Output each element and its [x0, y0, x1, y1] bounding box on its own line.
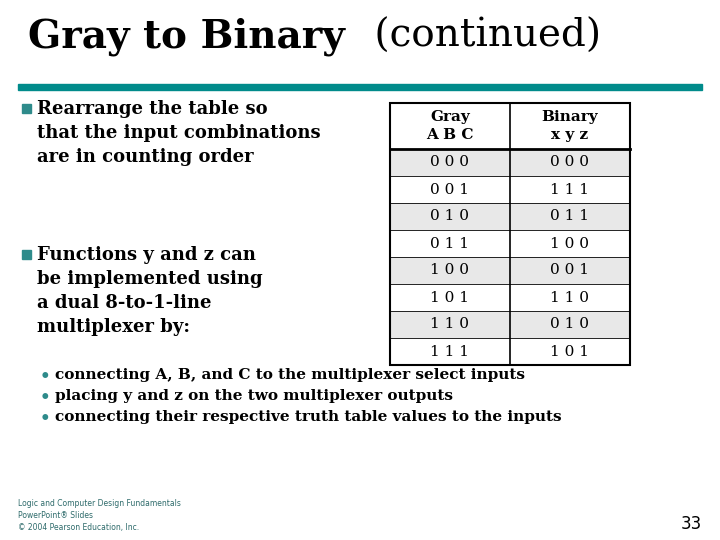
Bar — [390, 230, 630, 257]
Text: 1 1 0: 1 1 0 — [551, 291, 590, 305]
Text: 0 0 1: 0 0 1 — [551, 264, 590, 278]
Bar — [390, 176, 630, 203]
Bar — [390, 103, 630, 365]
Text: 0 1 1: 0 1 1 — [431, 237, 469, 251]
Text: multiplexer by:: multiplexer by: — [37, 318, 190, 336]
Text: (continued): (continued) — [362, 18, 601, 55]
Text: Functions y and z can: Functions y and z can — [37, 246, 256, 264]
Bar — [390, 284, 630, 311]
Text: a dual 8-to-1-line: a dual 8-to-1-line — [37, 294, 212, 312]
Text: 1 1 0: 1 1 0 — [431, 318, 469, 332]
Text: 0 0 0: 0 0 0 — [551, 156, 590, 170]
Text: Gray to Binary: Gray to Binary — [28, 18, 345, 57]
Text: be implemented using: be implemented using — [37, 270, 263, 288]
Bar — [390, 257, 630, 284]
Text: Gray
A B C: Gray A B C — [426, 110, 474, 141]
Text: placing y and z on the two multiplexer outputs: placing y and z on the two multiplexer o… — [55, 389, 453, 403]
Text: Rearrange the table so: Rearrange the table so — [37, 100, 268, 118]
Text: 0 1 0: 0 1 0 — [431, 210, 469, 224]
Text: Logic and Computer Design Fundamentals
PowerPoint® Slides
© 2004 Pearson Educati: Logic and Computer Design Fundamentals P… — [18, 500, 181, 532]
Bar — [390, 149, 630, 176]
Bar — [390, 103, 630, 149]
Text: 0 1 1: 0 1 1 — [551, 210, 590, 224]
Bar — [18, 84, 702, 90]
Text: that the input combinations: that the input combinations — [37, 124, 320, 142]
Text: 1 0 1: 1 0 1 — [551, 345, 590, 359]
Bar — [390, 338, 630, 365]
Text: •: • — [40, 410, 50, 428]
Bar — [22, 250, 31, 259]
Text: 1 0 0: 1 0 0 — [551, 237, 590, 251]
Text: connecting their respective truth table values to the inputs: connecting their respective truth table … — [55, 410, 562, 424]
Bar — [390, 311, 630, 338]
Text: •: • — [40, 389, 50, 407]
Text: 1 0 1: 1 0 1 — [431, 291, 469, 305]
Text: connecting A, B, and C to the multiplexer select inputs: connecting A, B, and C to the multiplexe… — [55, 368, 525, 382]
Text: 33: 33 — [680, 515, 702, 533]
Bar — [22, 104, 31, 113]
Bar — [390, 203, 630, 230]
Text: 1 1 1: 1 1 1 — [551, 183, 590, 197]
Text: 0 1 0: 0 1 0 — [551, 318, 590, 332]
Text: Binary
x y z: Binary x y z — [541, 110, 598, 141]
Text: 0 0 1: 0 0 1 — [431, 183, 469, 197]
Text: 0 0 0: 0 0 0 — [431, 156, 469, 170]
Text: 1 1 1: 1 1 1 — [431, 345, 469, 359]
Text: 1 0 0: 1 0 0 — [431, 264, 469, 278]
Text: are in counting order: are in counting order — [37, 148, 253, 166]
Text: •: • — [40, 368, 50, 386]
Bar — [390, 103, 630, 365]
